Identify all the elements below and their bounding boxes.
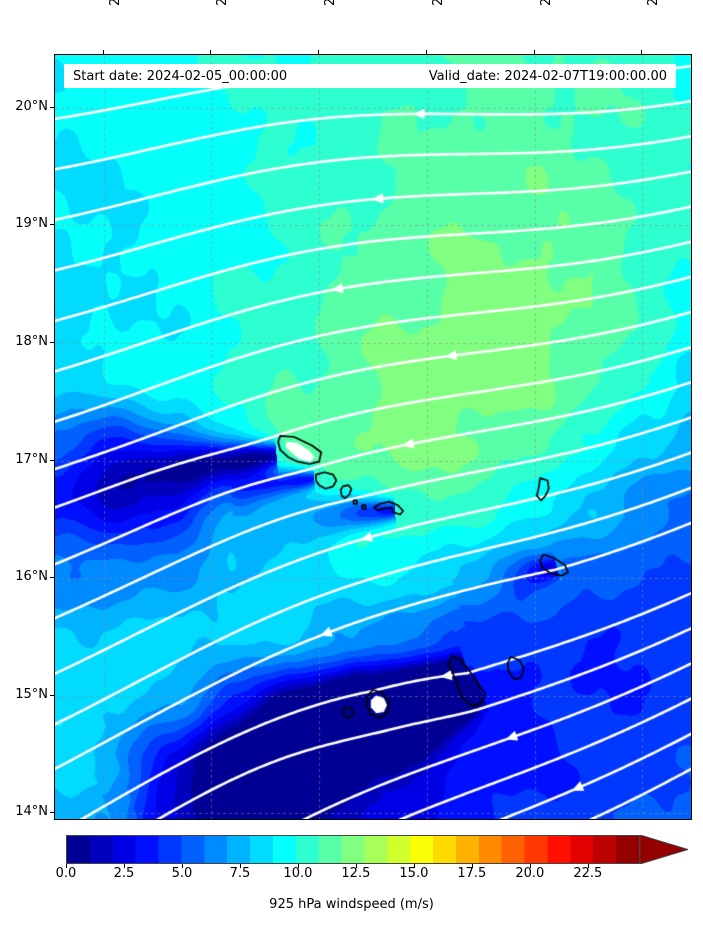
- y-axis-tick-label: 18°N: [15, 333, 48, 349]
- colorbar-tick-mark: [182, 864, 183, 868]
- colorbar-tick-mark: [472, 864, 473, 868]
- colorbar-tick-mark: [588, 864, 589, 868]
- colorbar-tick-label: 20.0: [515, 866, 545, 881]
- y-axis-tick-label: 16°N: [15, 569, 48, 585]
- colorbar-tick-mark: [414, 864, 415, 868]
- colorbar-tick-label: 17.5: [457, 866, 487, 881]
- colorbar-gradient: [66, 835, 640, 864]
- x-axis-tick-label: 24°W: [431, 0, 446, 6]
- y-axis-tick-mark: [50, 577, 54, 578]
- colorbar-tick-mark: [240, 864, 241, 868]
- colorbar-tick-label: 7.5: [229, 866, 251, 881]
- colorbar-max-extend-arrow: [640, 835, 688, 864]
- y-axis-tick-mark: [50, 812, 54, 813]
- x-axis-tick-mark: [641, 50, 642, 54]
- y-axis-tick-label: 20°N: [15, 98, 48, 114]
- y-axis-tick-mark: [50, 695, 54, 696]
- colorbar-tick-label: 5.0: [171, 866, 193, 881]
- colorbar-tick-label: 15.0: [399, 866, 429, 881]
- map-axes: Start date: 2024-02-05_00:00:00 Valid_da…: [54, 54, 692, 820]
- y-axis-tick-label: 14°N: [15, 804, 48, 820]
- colorbar-tick-label: 10.0: [283, 866, 313, 881]
- colorbar-tick-label: 2.5: [113, 866, 135, 881]
- x-axis-tick-label: 26°W: [215, 0, 230, 6]
- colorbar-axes: 0.0 2.5 5.0 7.5 10.0 12.5 15.0 17.5 20.0 22.5: [56, 835, 688, 880]
- y-axis-tick-label: 19°N: [15, 216, 48, 232]
- x-axis-tick-mark: [210, 50, 211, 54]
- y-axis-tick-mark: [50, 460, 54, 461]
- x-axis-tick-mark: [534, 50, 535, 54]
- date-title-box: Start date: 2024-02-05_00:00:00 Valid_da…: [64, 64, 676, 88]
- y-axis-tick-mark: [50, 342, 54, 343]
- y-axis-tick-mark: [50, 107, 54, 108]
- y-axis-tick-label: 17°N: [15, 451, 48, 467]
- colorbar-tick-label: 22.5: [573, 866, 603, 881]
- colorbar-tick-mark: [298, 864, 299, 868]
- x-axis-tick-label: 23°W: [539, 0, 554, 6]
- colorbar-tick-mark: [530, 864, 531, 868]
- colorbar-tick-mark: [66, 864, 67, 868]
- x-axis-tick-label: 25°W: [323, 0, 338, 6]
- colorbar-tick-label: 12.5: [341, 866, 371, 881]
- x-axis-tick-mark: [318, 50, 319, 54]
- colorbar-tick-mark: [124, 864, 125, 868]
- x-axis-tick-mark: [103, 50, 104, 54]
- colorbar-tick-label: 0.0: [55, 866, 77, 881]
- colorbar-tick-mark: [356, 864, 357, 868]
- y-axis-tick-mark: [50, 224, 54, 225]
- x-axis-tick-mark: [426, 50, 427, 54]
- windspeed-contour-map: [55, 55, 691, 819]
- colorbar-label: 925 hPa windspeed (m/s): [269, 897, 434, 912]
- y-axis-tick-label: 15°N: [15, 686, 48, 702]
- x-axis-tick-label: 22°W: [646, 0, 661, 6]
- start-date-label: Start date: 2024-02-05_00:00:00: [73, 68, 288, 84]
- valid-date-label: Valid_date: 2024-02-07T19:00:00.00: [428, 68, 667, 84]
- x-axis-tick-label: 27°W: [108, 0, 123, 6]
